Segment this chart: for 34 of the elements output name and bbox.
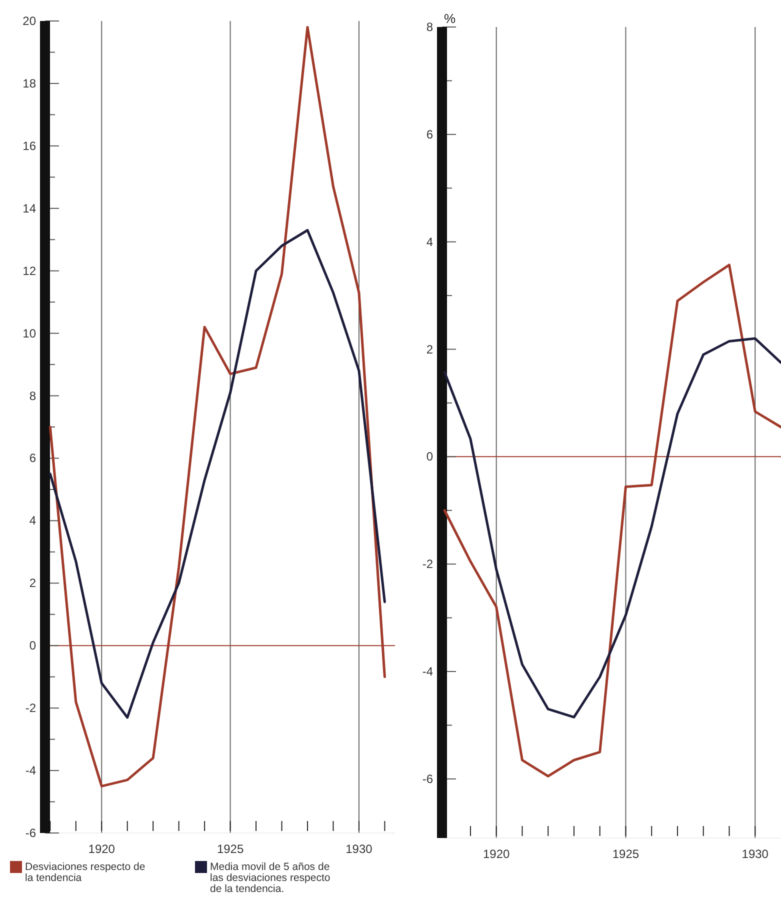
y-axis-title: %: [444, 11, 456, 26]
y-tick-label: -4: [422, 664, 434, 679]
line-series: [48, 228, 386, 719]
y-tick-label: 14: [22, 201, 36, 216]
y-tick-label: 4: [29, 514, 36, 528]
y-tick-label: -6: [422, 772, 434, 786]
line-series: [443, 264, 781, 778]
y-tick-label: 8: [29, 388, 36, 403]
y-tick-label: 6: [426, 127, 434, 142]
y-tick-label: 8: [426, 20, 434, 34]
y-tick-label: 0: [426, 450, 434, 464]
line-series: [443, 337, 781, 718]
y-tick-label: 0: [29, 638, 36, 653]
y-tick-label: 6: [29, 451, 36, 466]
x-tick-label: 1925: [612, 847, 640, 861]
y-tick-label: 12: [22, 264, 36, 278]
x-tick-label: 1920: [88, 842, 116, 856]
y-tick-label: 4: [426, 234, 434, 249]
y-tick-label: 16: [22, 138, 36, 153]
y-tick-label: -2: [422, 557, 434, 572]
y-tick-label: -6: [25, 826, 36, 840]
y-tick-label: 10: [22, 326, 36, 340]
y-tick-label: 2: [426, 342, 434, 356]
legend-label: Desviaciones respecto de la tendencia: [25, 861, 146, 884]
legend-label: Media movil de 5 años de las desviaciones respecto de la tendencia.: [210, 861, 330, 895]
y-tick-label: 18: [22, 76, 36, 90]
x-tick-label: 1925: [216, 842, 244, 856]
x-tick-label: 1930: [346, 842, 373, 856]
y-tick-label: -4: [25, 764, 36, 778]
x-tick-label: 1930: [742, 847, 769, 861]
y-tick-label: 2: [29, 576, 36, 590]
x-tick-label: 1920: [482, 847, 510, 861]
y-tick-label: -2: [25, 701, 36, 716]
y-tick-label: 20: [22, 14, 36, 28]
